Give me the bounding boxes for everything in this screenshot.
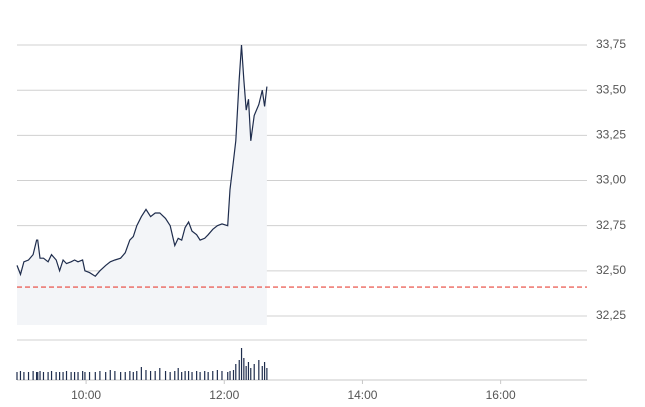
volume-bar — [243, 358, 245, 380]
volume-bar — [65, 371, 68, 380]
volume-bar — [50, 371, 53, 380]
volume-bar — [132, 372, 134, 380]
y-tick-label: 33,75 — [596, 37, 626, 51]
volume-bar — [235, 364, 237, 380]
volume-bar — [82, 371, 84, 380]
volume-bar — [140, 367, 142, 380]
volume-bar — [99, 371, 101, 380]
volume-bar — [184, 371, 186, 380]
price-line — [16, 44, 268, 277]
y-tick-label: 32,75 — [596, 218, 626, 232]
volume-bar — [238, 360, 240, 380]
volume-bar — [253, 364, 255, 380]
volume-bar — [16, 372, 18, 380]
volume-bar — [23, 372, 25, 380]
volume-bar — [32, 371, 34, 380]
volume-bar — [35, 372, 38, 380]
volume-bar — [84, 372, 86, 380]
volume-bar — [216, 370, 218, 380]
volume-bar — [196, 371, 198, 380]
volume-bar — [37, 372, 39, 380]
volume-bar — [109, 370, 111, 380]
volume-bar — [70, 372, 72, 380]
area — [17, 45, 267, 325]
volume-bar — [42, 372, 45, 380]
y-tick-label: 32,50 — [596, 263, 626, 277]
volume-bar — [129, 371, 131, 380]
x-tick-label: 10:00 — [71, 388, 101, 402]
volume-bar — [191, 372, 193, 380]
volume-bar — [136, 371, 138, 380]
x-tick-label: 12:00 — [209, 388, 239, 402]
volume-bar — [19, 371, 22, 380]
volume-bar — [27, 372, 30, 380]
volume-bar — [177, 368, 179, 380]
volume-bar — [164, 371, 167, 380]
volume-bar — [169, 372, 171, 380]
volume-bar — [258, 360, 260, 380]
volume-bar — [204, 371, 206, 380]
volume-bar — [47, 372, 49, 380]
volume-bar — [120, 372, 122, 380]
volume-bar — [145, 370, 147, 380]
volume-bar — [159, 368, 161, 380]
volume-bar — [263, 362, 266, 380]
volume-bar — [55, 372, 57, 380]
volume-bar — [154, 371, 156, 380]
volume-bar — [73, 372, 76, 380]
volume-bar — [221, 371, 223, 380]
volume-bar — [187, 371, 190, 380]
volume-bar — [266, 368, 268, 380]
volume-bar — [245, 366, 247, 380]
volume-bar — [240, 348, 243, 380]
volume-bar — [149, 371, 152, 380]
volume-bar — [181, 372, 183, 380]
volume-bar — [232, 370, 235, 380]
volume-bar — [114, 371, 116, 380]
volume-bar — [247, 362, 250, 380]
volume-bar — [88, 372, 91, 380]
volume-bar — [77, 372, 79, 380]
volume-bar — [250, 368, 252, 380]
volume-bar — [105, 372, 107, 380]
volume-bar — [62, 372, 64, 380]
volume-bar — [229, 371, 231, 380]
volume-bar — [59, 372, 61, 380]
x-tick-label: 14:00 — [347, 388, 377, 402]
y-tick-label: 33,25 — [596, 128, 626, 142]
volume-bar — [199, 372, 201, 380]
y-tick-label: 33,50 — [596, 82, 626, 96]
x-tick-label: 16:00 — [486, 388, 516, 402]
y-tick-label: 33,00 — [596, 173, 626, 187]
volume-bar — [39, 371, 41, 380]
volume-bar — [124, 372, 126, 380]
volume-bar — [212, 371, 214, 380]
volume-bar — [207, 372, 209, 380]
volume-bar — [261, 366, 263, 380]
volume-bar — [174, 371, 176, 380]
y-tick-label: 32,25 — [596, 308, 626, 322]
volume-bar — [227, 372, 229, 380]
volume-bar — [94, 372, 96, 380]
